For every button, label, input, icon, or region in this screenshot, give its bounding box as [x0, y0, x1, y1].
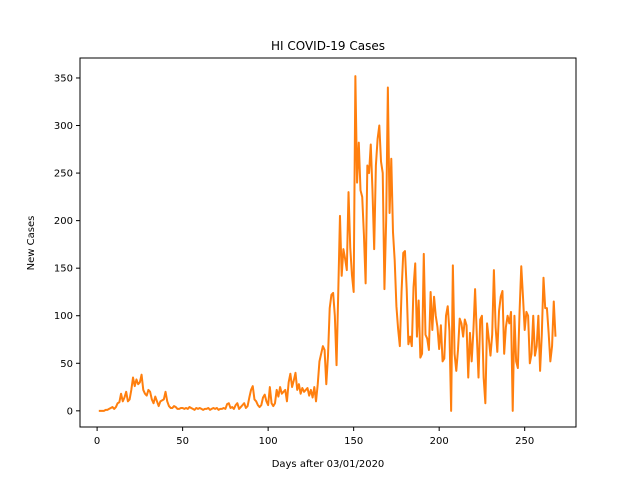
y-tick-label: 0: [67, 406, 73, 417]
y-axis: 0 50 100 150 200 250 300 350: [54, 73, 80, 417]
y-tick-label: 300: [54, 121, 73, 132]
x-tick-label: 150: [344, 436, 363, 447]
x-tick-label: 200: [430, 436, 449, 447]
x-axis-label: Days after 03/01/2020: [272, 459, 385, 470]
x-tick-label: 250: [515, 436, 534, 447]
y-tick-label: 100: [54, 311, 73, 322]
y-tick-label: 50: [60, 359, 73, 370]
plot-frame: [79, 57, 577, 428]
x-tick-label: 0: [94, 436, 100, 447]
x-axis: 0 50 100 150 200 250: [94, 427, 534, 447]
x-tick-label: 50: [176, 436, 189, 447]
chart-title: HI COVID-19 Cases: [271, 39, 385, 53]
y-tick-label: 350: [54, 73, 73, 84]
y-axis-label: New Cases: [26, 216, 37, 271]
series-line: [98, 75, 557, 412]
plot-area: [98, 75, 557, 412]
y-tick-label: 150: [54, 264, 73, 275]
y-tick-label: 200: [54, 216, 73, 227]
x-tick-label: 100: [259, 436, 278, 447]
y-tick-label: 250: [54, 169, 73, 180]
